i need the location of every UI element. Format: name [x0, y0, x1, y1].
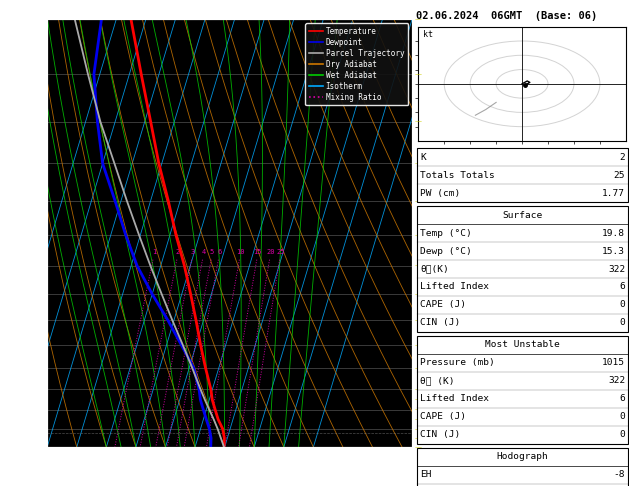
Text: CAPE (J): CAPE (J) — [420, 300, 466, 310]
Text: 3: 3 — [191, 249, 195, 255]
X-axis label: Dewpoint / Temperature (°C): Dewpoint / Temperature (°C) — [145, 469, 314, 479]
Text: 0: 0 — [620, 300, 625, 310]
Text: —: — — [415, 198, 422, 204]
Text: 6: 6 — [620, 282, 625, 292]
Text: —: — — [415, 444, 422, 450]
Text: θᴄ (K): θᴄ (K) — [420, 376, 455, 385]
Text: —: — — [415, 365, 422, 371]
Text: 6: 6 — [620, 394, 625, 403]
Text: —: — — [415, 291, 422, 297]
Text: —: — — [415, 397, 422, 403]
Text: Lifted Index: Lifted Index — [420, 394, 489, 403]
Text: EH: EH — [420, 470, 431, 479]
Text: —: — — [415, 119, 422, 124]
Text: Dewp (°C): Dewp (°C) — [420, 246, 472, 256]
Text: 6: 6 — [217, 249, 221, 255]
Legend: Temperature, Dewpoint, Parcel Trajectory, Dry Adiabat, Wet Adiabat, Isotherm, Mi: Temperature, Dewpoint, Parcel Trajectory… — [305, 23, 408, 105]
Text: 15: 15 — [253, 249, 262, 255]
Y-axis label: km
ASL: km ASL — [435, 233, 452, 255]
Text: 32°38'N  343°54'W  1m ASL: 32°38'N 343°54'W 1m ASL — [47, 7, 216, 17]
Text: CAPE (J): CAPE (J) — [420, 412, 466, 421]
Text: —: — — [415, 386, 422, 392]
Text: —: — — [415, 17, 422, 22]
Text: 322: 322 — [608, 264, 625, 274]
Text: © weatheronline.co.uk: © weatheronline.co.uk — [468, 471, 573, 480]
Text: Hodograph: Hodograph — [497, 452, 548, 461]
Text: 25: 25 — [276, 249, 285, 255]
Text: Totals Totals: Totals Totals — [420, 171, 495, 180]
Text: 10: 10 — [236, 249, 245, 255]
Text: 0: 0 — [620, 412, 625, 421]
Text: —: — — [415, 417, 422, 422]
Text: -8: -8 — [614, 470, 625, 479]
Text: —: — — [415, 160, 422, 167]
Text: 322: 322 — [608, 376, 625, 385]
Y-axis label: hPa: hPa — [2, 223, 12, 243]
Text: 4: 4 — [201, 249, 206, 255]
Text: —: — — [415, 71, 422, 77]
Text: 0: 0 — [620, 430, 625, 439]
Text: —: — — [415, 407, 422, 413]
Text: kt: kt — [423, 30, 433, 38]
Text: —: — — [415, 262, 422, 269]
Text: 1.77: 1.77 — [602, 189, 625, 198]
Text: Pressure (mb): Pressure (mb) — [420, 358, 495, 367]
Text: —: — — [415, 342, 422, 348]
Text: θᴄ(K): θᴄ(K) — [420, 264, 449, 274]
Text: 1: 1 — [152, 249, 156, 255]
Text: 5: 5 — [210, 249, 214, 255]
Text: —: — — [415, 317, 422, 323]
Text: PW (cm): PW (cm) — [420, 189, 460, 198]
Text: 15.3: 15.3 — [602, 246, 625, 256]
Text: LCL: LCL — [416, 428, 431, 437]
Text: 20: 20 — [266, 249, 275, 255]
Text: 2: 2 — [175, 249, 180, 255]
Text: 2: 2 — [620, 153, 625, 162]
Text: 1015: 1015 — [602, 358, 625, 367]
Text: —: — — [415, 435, 422, 441]
Text: 02.06.2024  06GMT  (Base: 06): 02.06.2024 06GMT (Base: 06) — [416, 11, 598, 21]
Text: Lifted Index: Lifted Index — [420, 282, 489, 292]
Text: CIN (J): CIN (J) — [420, 430, 460, 439]
Text: K: K — [420, 153, 426, 162]
Text: 25: 25 — [614, 171, 625, 180]
Text: Most Unstable: Most Unstable — [486, 340, 560, 349]
Text: 0: 0 — [620, 318, 625, 328]
Text: Temp (°C): Temp (°C) — [420, 228, 472, 238]
Text: —: — — [415, 232, 422, 238]
Text: CIN (J): CIN (J) — [420, 318, 460, 328]
Text: Surface: Surface — [503, 210, 543, 220]
Text: —: — — [415, 426, 422, 432]
Text: 19.8: 19.8 — [602, 228, 625, 238]
